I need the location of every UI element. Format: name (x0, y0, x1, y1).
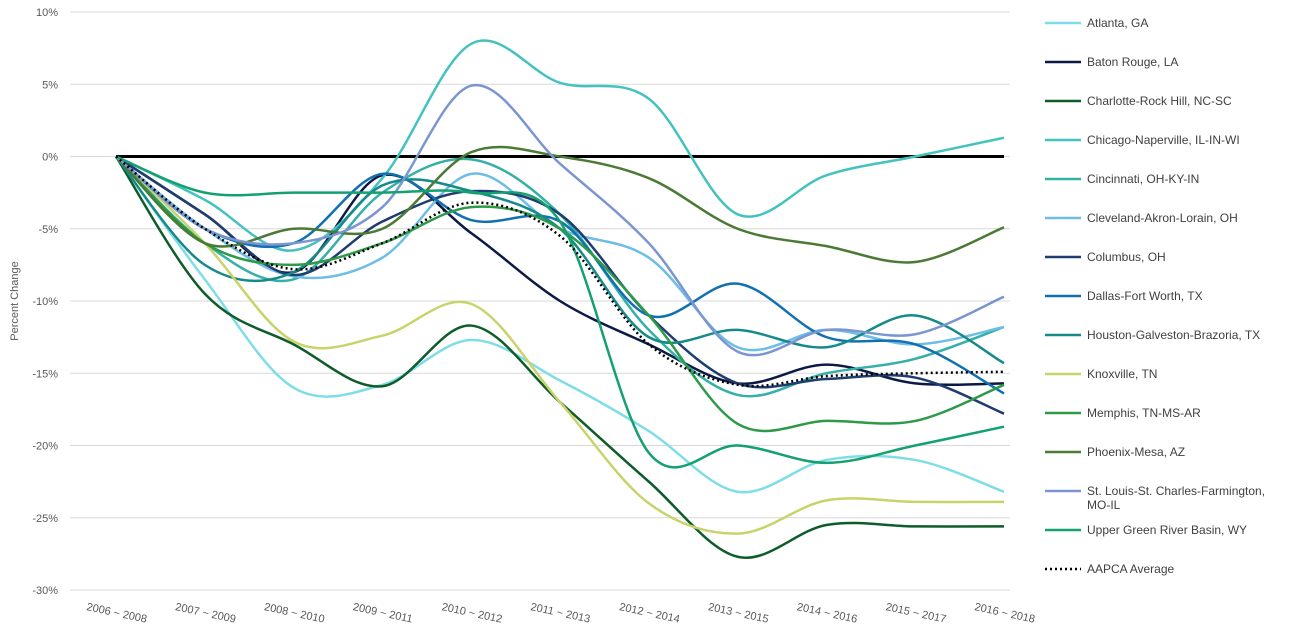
series-line (115, 145, 1005, 264)
series-line (114, 155, 1005, 560)
series-line (115, 155, 1005, 386)
legend-label: Upper Green River Basin, WY (1087, 523, 1248, 537)
legend-label: AAPCA Average (1087, 562, 1175, 576)
series-line (115, 155, 1005, 398)
legend-item: Chicago-Naperville, IL-IN-WI (1045, 133, 1285, 172)
y-tick-label: -10% (32, 296, 58, 308)
legend-swatch (1045, 21, 1081, 25)
series-line (115, 155, 1005, 395)
x-tick-label: 2008 ~ 2010 (263, 601, 326, 626)
x-tick-label: 2010 ~ 2012 (441, 601, 504, 626)
legend-label: Cleveland-Akron-Lorain, OH (1087, 211, 1238, 225)
y-tick-label: 0% (42, 152, 58, 164)
legend-label: St. Louis-St. Charles-Farmington, MO-IL (1087, 484, 1266, 512)
legend-item: Columbus, OH (1045, 250, 1285, 289)
y-tick-label: -30% (32, 585, 58, 597)
legend-item: AAPCA Average (1045, 562, 1285, 601)
series-line (115, 155, 1005, 469)
legend-swatch (1045, 489, 1081, 493)
legend-label: Baton Rouge, LA (1087, 55, 1179, 69)
legend-item: Charlotte-Rock Hill, NC-SC (1045, 94, 1285, 133)
y-tick-label: -5% (38, 224, 58, 236)
legend-label: Houston-Galveston-Brazoria, TX (1087, 328, 1261, 342)
legend-item: Atlanta, GA (1045, 16, 1285, 55)
legend-label: Memphis, TN-MS-AR (1087, 406, 1201, 420)
series-line (115, 155, 1005, 433)
y-tick-label: -25% (32, 513, 58, 525)
legend-item: Dallas-Fort Worth, TX (1045, 289, 1285, 328)
y-tick-label: -15% (32, 368, 58, 380)
legend-swatch (1045, 411, 1081, 415)
series-line (114, 155, 1005, 494)
series-line (115, 83, 1005, 357)
y-tick-label: -20% (32, 441, 58, 453)
legend-swatch (1045, 528, 1081, 532)
x-tick-label: 2013 ~ 2015 (707, 601, 770, 626)
legend-swatch (1045, 333, 1081, 337)
legend-label: Cincinnati, OH-KY-IN (1087, 172, 1200, 186)
x-tick-label: 2015 ~ 2017 (885, 601, 948, 626)
legend-swatch (1045, 450, 1081, 454)
legend-swatch (1045, 216, 1081, 220)
x-tick-label: 2007 ~ 2009 (174, 601, 237, 626)
legend-label: Dallas-Fort Worth, TX (1087, 289, 1203, 303)
legend-item: Houston-Galveston-Brazoria, TX (1045, 328, 1285, 367)
x-tick-label: 2009 ~ 2011 (352, 601, 414, 625)
legend-item: Upper Green River Basin, WY (1045, 523, 1285, 562)
y-tick-label: 10% (36, 7, 58, 19)
legend-label: Chicago-Naperville, IL-IN-WI (1087, 133, 1240, 147)
legend: Atlanta, GA Baton Rouge, LA Charlotte-Rock… (1045, 16, 1285, 601)
legend-label: Charlotte-Rock Hill, NC-SC (1087, 94, 1232, 108)
x-tick-label: 2016 ~ 2018 (973, 601, 1036, 626)
legend-swatch (1045, 177, 1081, 181)
series-line (115, 155, 1005, 535)
legend-label: Atlanta, GA (1087, 16, 1149, 30)
legend-swatch (1045, 60, 1081, 64)
legend-item: Phoenix-Mesa, AZ (1045, 445, 1285, 484)
legend-swatch (1045, 255, 1081, 259)
legend-label: Knoxville, TN (1087, 367, 1158, 381)
chart: Percent Change 10% 5% 0% -5% -10% -15% -20% -25… (9, 7, 1036, 626)
y-tick-label: 5% (42, 79, 58, 91)
legend-item: St. Louis-St. Charles-Farmington, MO-IL (1045, 484, 1285, 523)
legend-swatch (1045, 138, 1081, 142)
series-line (115, 155, 1005, 388)
legend-swatch (1045, 372, 1081, 376)
legend-label: Columbus, OH (1087, 250, 1166, 264)
y-axis-label: Percent Change (9, 261, 21, 341)
legend-swatch (1045, 99, 1081, 103)
series-line (115, 155, 1005, 415)
legend-label: Phoenix-Mesa, AZ (1087, 445, 1186, 459)
x-tick-label: 2011 ~ 2013 (529, 601, 591, 625)
series-line (115, 39, 1005, 252)
legend-swatch (1045, 567, 1081, 571)
x-tick-label: 2006 ~ 2008 (85, 601, 148, 626)
legend-item: Cincinnati, OH-KY-IN (1045, 172, 1285, 211)
x-tick-label: 2014 ~ 2016 (796, 601, 859, 626)
legend-swatch (1045, 294, 1081, 298)
legend-item: Knoxville, TN (1045, 367, 1285, 406)
legend-item: Memphis, TN-MS-AR (1045, 406, 1285, 445)
legend-item: Cleveland-Akron-Lorain, OH (1045, 211, 1285, 250)
legend-item: Baton Rouge, LA (1045, 55, 1285, 94)
x-tick-label: 2012 ~ 2014 (618, 601, 681, 626)
